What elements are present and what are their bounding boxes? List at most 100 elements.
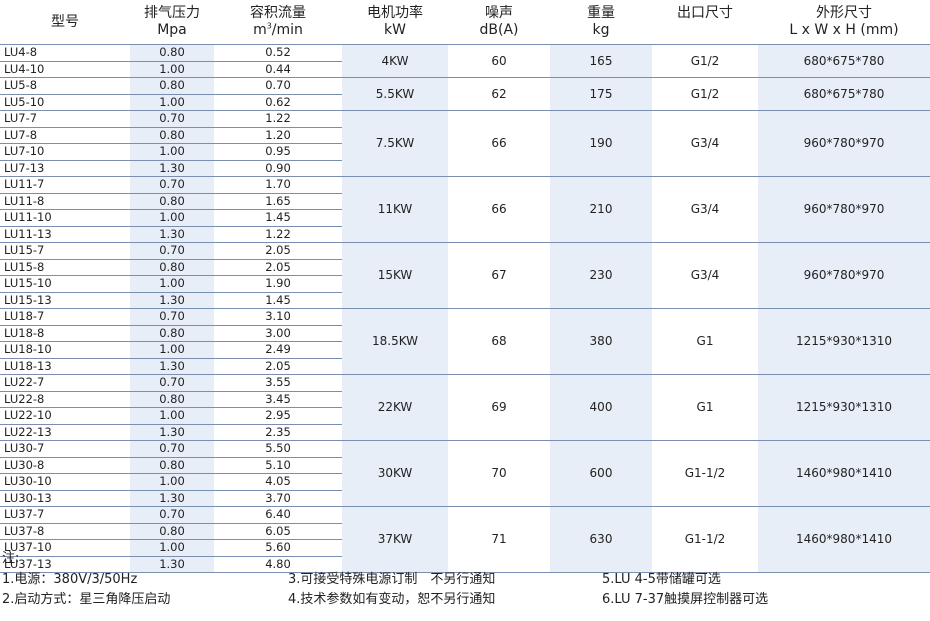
model-cell: LU11-7	[0, 176, 130, 194]
table-row: LU30-7 0.70 5.50 30KW 70 600 G1-1/2 1460*980*14…	[0, 440, 930, 507]
flow-cell: 3.10	[214, 308, 342, 326]
header-outlet: 出口尺寸	[652, 0, 758, 45]
table-row: LU22-10 1.00 2.95	[0, 407, 930, 425]
weight-cell: 630	[550, 506, 652, 573]
flow-cell: 0.62	[214, 94, 342, 111]
outlet-cell: G3/4	[652, 110, 758, 177]
pressure-cell: 1.00	[130, 143, 214, 161]
dims-cell: 1215*930*1310	[758, 308, 930, 375]
pressure-cell: 0.80	[130, 325, 214, 342]
table-row: LU22-8 0.80 3.45	[0, 391, 930, 408]
notes-column-2: 3.可接受特殊电源订制 不另行通知 4.技术参数如有变动，恕不另行通知	[288, 570, 495, 610]
table-row: LU37-10 1.00 5.60	[0, 539, 930, 557]
pressure-cell: 0.70	[130, 506, 214, 524]
flow-cell: 0.70	[214, 77, 342, 95]
pressure-cell: 1.30	[130, 358, 214, 375]
power-cell: 5.5KW	[342, 77, 448, 111]
flow-cell: 5.60	[214, 539, 342, 557]
dims-cell: 1460*980*1410	[758, 506, 930, 573]
flow-cell: 0.44	[214, 61, 342, 78]
pressure-cell: 0.70	[130, 308, 214, 326]
header-dims: 外形尺寸 L x W x H (mm)	[758, 0, 930, 45]
dims-cell: 960*780*970	[758, 176, 930, 243]
flow-cell: 4.05	[214, 473, 342, 491]
outlet-cell: G1/2	[652, 44, 758, 78]
noise-cell: 70	[448, 440, 550, 507]
flow-cell: 2.05	[214, 259, 342, 276]
header-flow: 容积流量 m3/min	[214, 0, 342, 45]
power-cell: 18.5KW	[342, 308, 448, 375]
pressure-cell: 0.80	[130, 127, 214, 144]
pressure-cell: 1.00	[130, 539, 214, 557]
noise-cell: 69	[448, 374, 550, 441]
flow-cell: 2.05	[214, 358, 342, 375]
table-row: LU37-7 0.70 6.40 37KW 71 630 G1-1/2 1460*980*14…	[0, 506, 930, 573]
table-row: LU15-8 0.80 2.05	[0, 259, 930, 276]
outlet-cell: G1-1/2	[652, 506, 758, 573]
pressure-cell: 0.70	[130, 110, 214, 128]
flow-cell: 4.80	[214, 556, 342, 573]
flow-cell: 1.45	[214, 209, 342, 227]
model-cell: LU15-8	[0, 259, 130, 276]
model-cell: LU15-13	[0, 292, 130, 309]
flow-cell: 3.70	[214, 490, 342, 507]
pressure-cell: 1.30	[130, 226, 214, 243]
pressure-cell: 0.70	[130, 242, 214, 260]
table-row: LU11-10 1.00 1.45	[0, 209, 930, 227]
model-cell: LU30-10	[0, 473, 130, 491]
pressure-cell: 1.00	[130, 209, 214, 227]
model-cell: LU4-8	[0, 44, 130, 62]
pressure-cell: 0.70	[130, 374, 214, 392]
model-cell: LU30-8	[0, 457, 130, 474]
notes-title: 注:	[2, 551, 20, 566]
model-cell: LU37-8	[0, 523, 130, 540]
table-row: LU15-13 1.30 1.45	[0, 292, 930, 309]
model-cell: LU15-7	[0, 242, 130, 260]
flow-cell: 3.55	[214, 374, 342, 392]
weight-cell: 400	[550, 374, 652, 441]
outlet-cell: G1	[652, 374, 758, 441]
noise-cell: 71	[448, 506, 550, 573]
dims-cell: 960*780*970	[758, 110, 930, 177]
note-5: 5.LU 4-5带储罐可选	[602, 572, 721, 587]
model-cell: LU7-8	[0, 127, 130, 144]
header-row: 型号 排气压力 Mpa 容积流量 m3/min 电机功率 kW 噪声 dB(A)	[0, 0, 930, 45]
dims-cell: 960*780*970	[758, 242, 930, 309]
pressure-cell: 0.80	[130, 259, 214, 276]
power-cell: 11KW	[342, 176, 448, 243]
flow-cell: 3.45	[214, 391, 342, 408]
noise-cell: 67	[448, 242, 550, 309]
note-3: 3.可接受特殊电源订制 不另行通知	[288, 572, 496, 587]
flow-cell: 0.52	[214, 44, 342, 62]
weight-cell: 600	[550, 440, 652, 507]
weight-cell: 175	[550, 77, 652, 111]
model-cell: LU18-8	[0, 325, 130, 342]
model-cell: LU37-7	[0, 506, 130, 524]
outlet-cell: G1-1/2	[652, 440, 758, 507]
flow-cell: 1.22	[214, 110, 342, 128]
table-row: LU7-13 1.30 0.90	[0, 160, 930, 177]
model-cell: LU22-7	[0, 374, 130, 392]
header-model: 型号	[0, 0, 130, 45]
table-row: LU7-10 1.00 0.95	[0, 143, 930, 161]
flow-cell: 6.40	[214, 506, 342, 524]
model-cell: LU22-8	[0, 391, 130, 408]
table-row: LU11-7 0.70 1.70 11KW 66 210 G3/4 960*780*970	[0, 176, 930, 243]
model-cell: LU11-10	[0, 209, 130, 227]
weight-cell: 190	[550, 110, 652, 177]
model-cell: LU7-13	[0, 160, 130, 177]
weight-cell: 230	[550, 242, 652, 309]
table-row: LU30-13 1.30 3.70	[0, 490, 930, 507]
flow-cell: 1.22	[214, 226, 342, 243]
model-cell: LU7-10	[0, 143, 130, 161]
flow-cell: 2.35	[214, 424, 342, 441]
pressure-cell: 1.00	[130, 61, 214, 78]
table-row: LU18-7 0.70 3.10 18.5KW 68 380 G1 1215*930*1310	[0, 308, 930, 375]
flow-cell: 5.10	[214, 457, 342, 474]
header-power: 电机功率 kW	[342, 0, 448, 45]
flow-cell: 6.05	[214, 523, 342, 540]
table-row: LU15-10 1.00 1.90	[0, 275, 930, 293]
pressure-cell: 0.80	[130, 457, 214, 474]
table-row: LU30-8 0.80 5.10	[0, 457, 930, 474]
pressure-cell: 1.30	[130, 424, 214, 441]
